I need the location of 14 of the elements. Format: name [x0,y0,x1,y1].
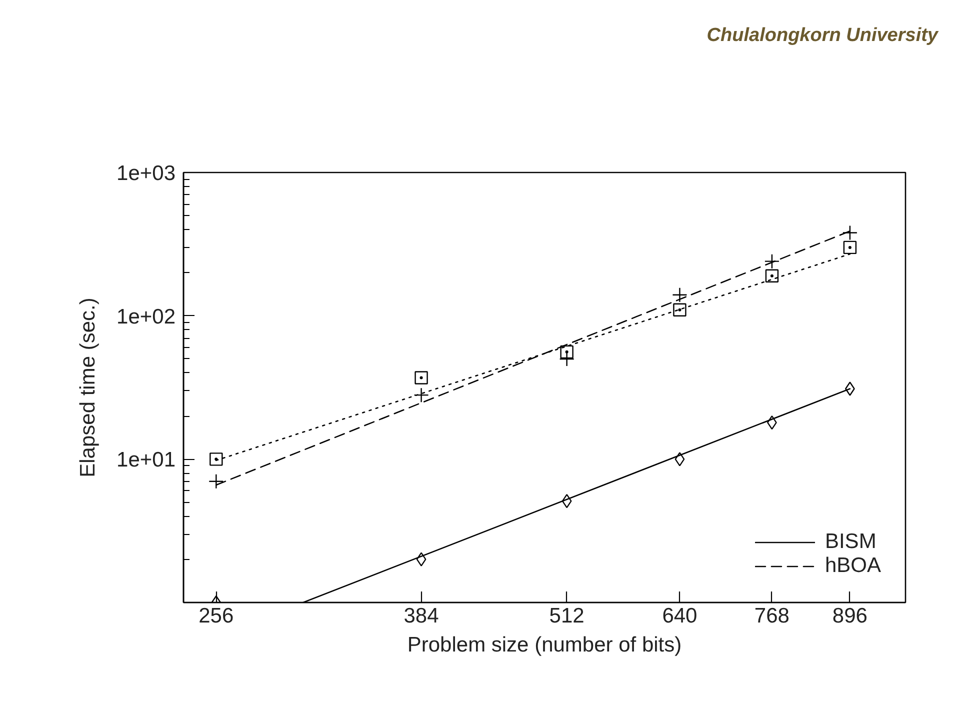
x-tick-label: 768 [754,604,790,628]
x-axis-title: Problem size (number of bits) [407,634,682,656]
x-tick-label: 256 [198,604,234,628]
text: Chulalongkorn University [706,24,938,48]
x-tick-label: 640 [662,604,698,628]
x-tick-label: 384 [404,604,440,628]
legend-label: hBOA [824,554,881,578]
x-tick-label: 512 [549,604,584,628]
y-tick-label: 1e+02 [116,305,176,328]
legend-label: BISM [824,530,876,554]
y-tick-label: 1e+03 [116,162,176,185]
x-tick-label: 896 [832,604,868,628]
y-tick-label: 1e+01 [116,448,176,472]
y-axis-title: Elapsed time (sec.) [76,298,100,478]
